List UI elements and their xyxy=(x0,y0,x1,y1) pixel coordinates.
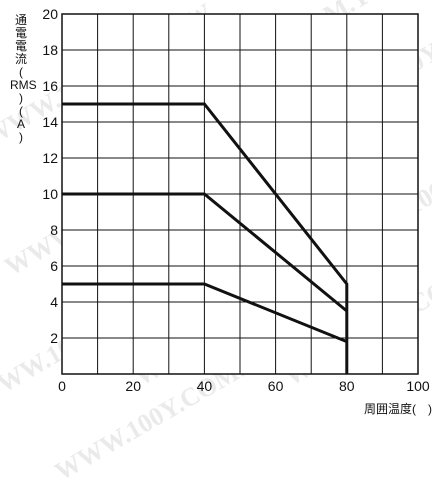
y-axis-label-char: RMS xyxy=(10,78,37,92)
y-axis-label-char: ( xyxy=(19,65,23,79)
y-axis-label-char: 電 xyxy=(14,39,27,53)
y-axis-label-char: ( xyxy=(19,104,23,118)
x-tick-label: 60 xyxy=(268,378,284,394)
series-line-3 xyxy=(62,282,348,343)
x-tick-label: 0 xyxy=(58,378,66,394)
derating-chart: 2 4 6 8 10 12 14 16 18 20 0 20 40 60 80 100 xyxy=(42,6,430,394)
y-tick-label: 10 xyxy=(42,186,58,202)
y-axis-label-char: A xyxy=(16,117,25,131)
x-tick-label: 40 xyxy=(197,378,213,394)
series-line-1 xyxy=(62,102,349,374)
y-tick-label: 12 xyxy=(42,150,58,166)
series-line-2 xyxy=(62,192,348,313)
y-tick-label: 4 xyxy=(50,294,58,310)
y-axis-label-char: 電 xyxy=(14,26,27,40)
y-tick-label: 8 xyxy=(50,222,58,238)
y-tick-label: 2 xyxy=(50,330,58,346)
y-axis-label-char: 通 xyxy=(14,13,27,27)
y-tick-label: 18 xyxy=(42,42,58,58)
y-axis-label-char: ) xyxy=(19,91,23,105)
y-axis-label-char: 流 xyxy=(14,52,27,66)
x-tick-label: 20 xyxy=(125,378,141,394)
y-tick-label: 14 xyxy=(42,114,58,130)
x-axis-label: 周囲温度( ) xyxy=(364,402,432,416)
y-axis-label: 通電電流(RMS)(A) xyxy=(10,13,37,144)
y-tick-label: 20 xyxy=(42,6,58,22)
y-tick-label: 16 xyxy=(42,78,58,94)
y-tick-label: 6 xyxy=(50,258,58,274)
x-tick-label: 100 xyxy=(406,378,430,394)
y-axis-label-char: ) xyxy=(19,130,23,144)
x-tick-label: 80 xyxy=(339,378,355,394)
